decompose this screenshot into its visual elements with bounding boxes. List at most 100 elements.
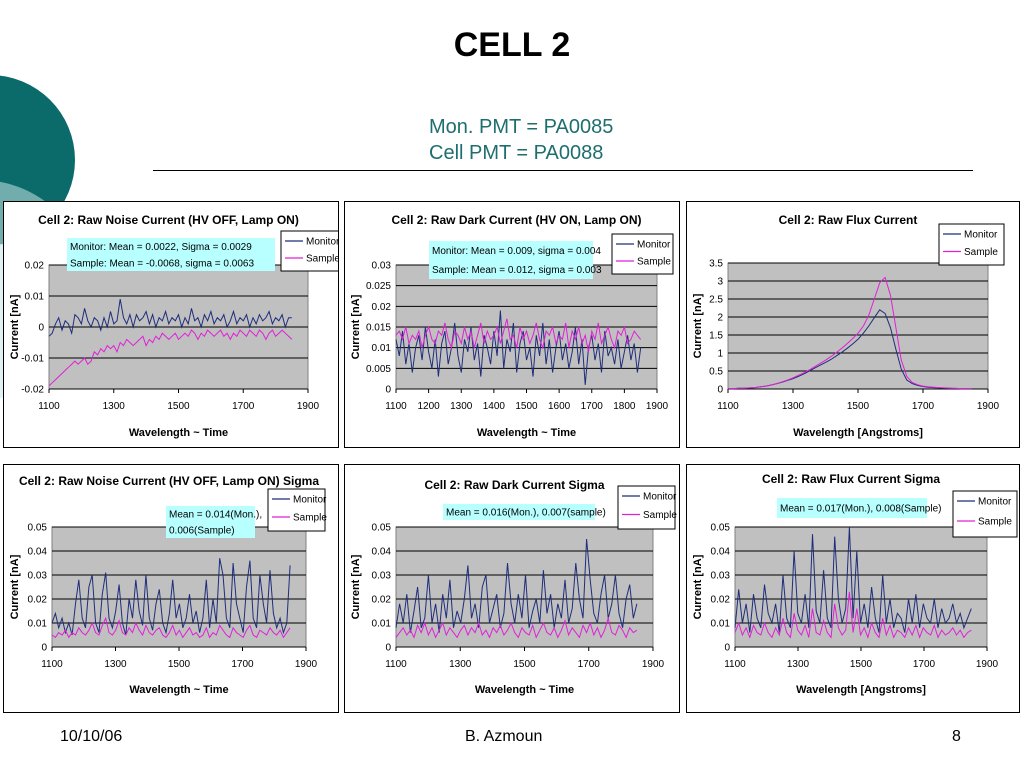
- y-tick-label: 0.05: [28, 523, 48, 534]
- y-tick-label: 0.01: [25, 292, 45, 303]
- y-tick-label: 0.01: [711, 619, 731, 630]
- x-axis-label: Wavelength [Angstroms]: [793, 427, 923, 439]
- legend-box: [280, 230, 338, 272]
- legend-box: [938, 223, 1005, 266]
- series-line-monitor: [48, 299, 292, 337]
- stats-annotation: Monitor: Mean = 0.009, sigma = 0.004 Samp…: [429, 241, 602, 279]
- annotation-line: Mean = 0.014(Mon.),: [169, 510, 262, 521]
- x-tick-label: 1300: [103, 401, 126, 412]
- x-tick-label: 1500: [847, 401, 870, 412]
- y-tick-label: 1: [717, 349, 723, 360]
- chart-raw-dark-current: Cell 2: Raw Dark Current (HV ON, Lamp ON…: [344, 201, 680, 448]
- series-line-sample: [51, 616, 291, 639]
- x-tick-label: 1300: [450, 401, 473, 412]
- x-tick-label: 1300: [787, 659, 810, 670]
- chart-noise-current-sigma: Cell 2: Raw Noise Current (HV OFF, Lamp …: [3, 464, 339, 713]
- legend-box: [611, 233, 674, 275]
- y-tick-label: 0: [38, 323, 44, 334]
- legend: Monitor Sample: [938, 223, 1005, 266]
- y-tick-label: 0.005: [366, 364, 391, 375]
- legend: Monitor Sample: [617, 485, 677, 530]
- y-tick-label: 0.01: [28, 619, 48, 630]
- x-tick-label: 1500: [850, 659, 873, 670]
- x-axis-label: Wavelength [Angstroms]: [796, 684, 926, 696]
- legend-label: Sample: [293, 513, 327, 524]
- series-line-monitor: [51, 558, 291, 636]
- chart-title: Cell 2: Raw Flux Current Sigma: [762, 472, 940, 486]
- chart-title: Cell 2: Raw Dark Current (HV ON, Lamp ON…: [391, 213, 641, 227]
- x-tick-label: 1600: [548, 401, 571, 412]
- x-tick-label: 1900: [976, 659, 999, 670]
- y-tick-label: 0.025: [366, 281, 391, 292]
- x-axis-label: Wavelength ~ Time: [129, 427, 228, 439]
- chart-raw-flux-current: Cell 2: Raw Flux Current 0 0.5 1 1.5 2 2.5 3 3.5…: [686, 201, 1020, 448]
- legend-label: Sample: [964, 247, 998, 258]
- annotation-box: [443, 504, 595, 520]
- y-tick-label: 0.015: [366, 323, 391, 334]
- legend: Monitor Sample: [952, 490, 1018, 538]
- y-tick-label: 3: [717, 277, 723, 288]
- y-tick-label: 0.01: [372, 619, 392, 630]
- series-line-sample: [728, 276, 972, 390]
- x-tick-label: 1100: [724, 659, 746, 670]
- y-tick-label: 0: [717, 385, 723, 396]
- legend-label: Monitor: [637, 240, 671, 251]
- x-tick-label: 1700: [581, 401, 604, 412]
- annotation-line: 0.006(Sample): [169, 526, 235, 537]
- legend-label: Monitor: [978, 497, 1012, 508]
- y-tick-label: 0.02: [28, 595, 48, 606]
- chart-title: Cell 2: Raw Dark Current Sigma: [424, 478, 604, 492]
- legend-box: [617, 485, 676, 530]
- legend: Monitor Sample: [267, 488, 327, 532]
- x-tick-label: 1800: [613, 401, 636, 412]
- y-tick-label: 0.02: [372, 595, 392, 606]
- annotation-line: Mean = 0.017(Mon.), 0.008(Sample): [780, 504, 941, 515]
- y-tick-label: 1.5: [709, 331, 723, 342]
- x-tick-label: 1500: [167, 401, 190, 412]
- stats-annotation: Mean = 0.016(Mon.), 0.007(sample): [443, 504, 606, 520]
- x-tick-label: 1900: [977, 401, 1000, 412]
- series-line-monitor: [395, 310, 642, 385]
- y-tick-label: 0.04: [711, 547, 731, 558]
- slide-title: CELL 2: [453, 26, 571, 64]
- footer-author: B. Azmoun: [465, 728, 543, 745]
- x-tick-label: 1500: [168, 659, 191, 670]
- x-tick-label: 1700: [913, 659, 936, 670]
- legend: Monitor Sample: [611, 233, 674, 275]
- y-tick-label: 0.05: [372, 523, 392, 534]
- y-tick-label: 0.05: [711, 523, 731, 534]
- series-line-sample: [395, 616, 638, 639]
- annotation-line: Monitor: Mean = 0.0022, Sigma = 0.0029: [70, 242, 252, 253]
- footer-page-number: 8: [952, 728, 961, 745]
- y-tick-label: 0.04: [28, 547, 48, 558]
- subtitle-monitor-pmt: Mon. PMT = PA0085: [429, 116, 614, 138]
- chart-raw-noise-current: Cell 2: Raw Noise Current (HV OFF, Lamp …: [3, 201, 339, 448]
- x-tick-label: 1700: [912, 401, 935, 412]
- annotation-box: [166, 506, 255, 538]
- legend-label: Monitor: [643, 492, 677, 503]
- legend-box: [952, 490, 1018, 538]
- annotation-box: [429, 241, 593, 279]
- x-tick-label: 1900: [646, 401, 669, 412]
- legend-label: Sample: [306, 254, 338, 265]
- stats-annotation: Mean = 0.017(Mon.), 0.008(Sample): [777, 498, 941, 518]
- x-tick-label: 1300: [449, 659, 472, 670]
- x-tick-label: 1400: [483, 401, 506, 412]
- y-tick-label: 0.03: [372, 261, 392, 272]
- y-axis-label: Current [nA]: [9, 554, 21, 619]
- y-tick-label: 0.03: [372, 571, 392, 582]
- annotation-line: Sample: Mean = 0.012, sigma = 0.003: [432, 265, 602, 276]
- plot-area: [51, 526, 307, 648]
- x-tick-label: 1100: [41, 659, 63, 670]
- chart-title: Cell 2: Raw Noise Current (HV OFF, Lamp …: [19, 474, 319, 488]
- annotation-box: [67, 238, 275, 271]
- plot-area: [734, 526, 988, 648]
- stats-annotation: Monitor: Mean = 0.0022, Sigma = 0.0029 Sa…: [67, 238, 275, 271]
- stats-annotation: Mean = 0.014(Mon.), 0.006(Sample): [166, 506, 262, 538]
- y-tick-label: -0.02: [21, 385, 44, 396]
- y-axis-label: Current [nA]: [692, 293, 704, 358]
- annotation-box: [777, 498, 927, 518]
- x-tick-label: 1100: [38, 401, 60, 412]
- y-tick-label: 0.02: [372, 302, 392, 313]
- y-tick-label: 0.03: [711, 571, 731, 582]
